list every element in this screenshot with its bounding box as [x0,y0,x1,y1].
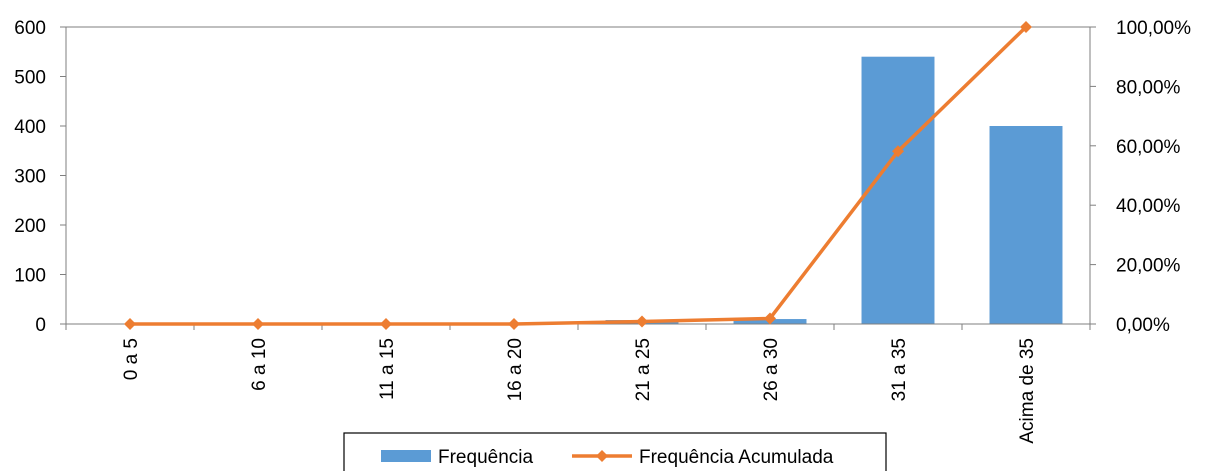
legend-label-acumulada: Frequência Acumulada [639,447,834,468]
y-left-tick-label: 0 [35,315,46,336]
x-tick-label: 26 a 30 [761,338,782,401]
y-left-tick-label: 300 [14,167,46,188]
x-tick-label: 11 a 15 [377,338,398,400]
bar [861,56,935,324]
y-right-tick-label: 60,00% [1116,137,1181,158]
y-right-tick-label: 40,00% [1116,196,1181,217]
cumulative-point [508,318,520,330]
y-left-tick-label: 500 [14,68,46,89]
y-left-tick-label: 400 [14,117,46,138]
y-left-tick-label: 200 [14,216,46,237]
x-tick-label: 21 a 25 [633,338,654,401]
cumulative-line [130,25,1028,326]
cumulative-point [636,315,648,328]
legend-box [343,432,887,474]
y-right-tick-label: 0,00% [1116,315,1170,336]
bar [989,126,1063,324]
x-tick-label: 0 a 5 [121,338,142,380]
plot-area [65,26,1091,325]
y-right-tick-label: 100,00% [1116,18,1191,39]
x-tick-label: 6 a 10 [249,338,270,391]
cumulative-point [252,318,264,330]
x-tick-label: 31 a 35 [889,338,910,401]
x-tick-label: Acima de 35 [1017,338,1038,444]
cumulative-point [1020,21,1032,33]
x-tick-label: 16 a 20 [505,338,526,401]
cumulative-point [764,312,776,325]
cumulative-point [892,145,904,158]
y-right-tick-label: 20,00% [1116,256,1181,277]
legend-label-frequencia: Frequência [438,447,533,468]
legend-swatch-bar [381,450,431,462]
cumulative-point [380,318,392,330]
y-left-tick-label: 600 [14,18,46,39]
y-right-tick-label: 80,00% [1116,77,1181,98]
cumulative-point [124,318,136,330]
y-left-tick-label: 100 [14,266,46,287]
legend-swatch-marker [596,450,608,462]
